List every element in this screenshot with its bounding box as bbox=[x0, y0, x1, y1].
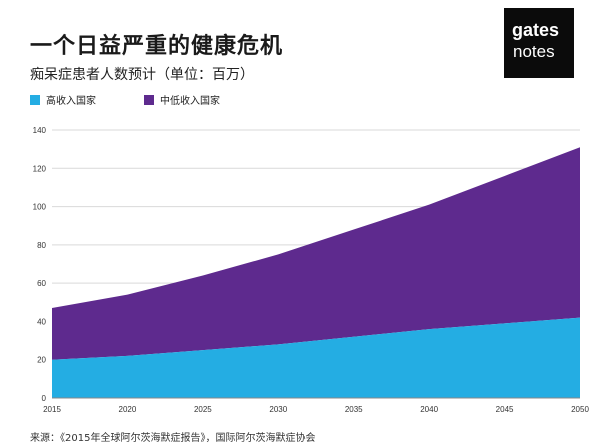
legend: 高收入国家 中低收入国家 bbox=[30, 92, 220, 107]
legend-label-low-middle-income: 中低收入国家 bbox=[160, 96, 220, 107]
y-tick-label: 80 bbox=[37, 241, 46, 250]
y-tick-label: 100 bbox=[33, 203, 47, 212]
source-note: 来源：《2015年全球阿尔茨海默症报告》，国际阿尔茨海默症协会 bbox=[30, 433, 316, 444]
x-tick-label: 2015 bbox=[43, 405, 61, 414]
y-tick-label: 0 bbox=[42, 394, 47, 403]
logo-line-2: notes bbox=[513, 42, 555, 61]
x-tick-label: 2025 bbox=[194, 405, 212, 414]
y-tick-label: 60 bbox=[37, 279, 46, 288]
x-tick-label: 2020 bbox=[119, 405, 137, 414]
x-tick-label: 2035 bbox=[345, 405, 363, 414]
x-tick-label: 2045 bbox=[496, 405, 514, 414]
y-tick-label: 120 bbox=[33, 164, 47, 173]
legend-item-low-middle-income: 中低收入国家 bbox=[144, 92, 220, 107]
x-tick-label: 2040 bbox=[420, 405, 438, 414]
gates-notes-logo: gates notes bbox=[504, 8, 574, 78]
x-tick-label: 2050 bbox=[571, 405, 589, 414]
chart-subtitle: 痴呆症患者人数预计（单位：百万） bbox=[30, 67, 254, 83]
legend-swatch-low-middle-income bbox=[144, 94, 154, 105]
legend-swatch-high-income bbox=[30, 94, 40, 105]
y-tick-label: 40 bbox=[37, 317, 46, 326]
page-title: 一个日益严重的健康危机 bbox=[30, 34, 284, 59]
legend-label-high-income: 高收入国家 bbox=[46, 96, 96, 107]
area-series-high-income bbox=[52, 317, 580, 398]
x-tick-label: 2030 bbox=[269, 405, 287, 414]
area-series-low-middle-income bbox=[52, 147, 580, 360]
y-tick-label: 140 bbox=[33, 126, 47, 135]
legend-item-high-income: 高收入国家 bbox=[30, 92, 96, 107]
y-tick-label: 20 bbox=[37, 356, 46, 365]
logo-line-1: gates bbox=[512, 20, 560, 40]
